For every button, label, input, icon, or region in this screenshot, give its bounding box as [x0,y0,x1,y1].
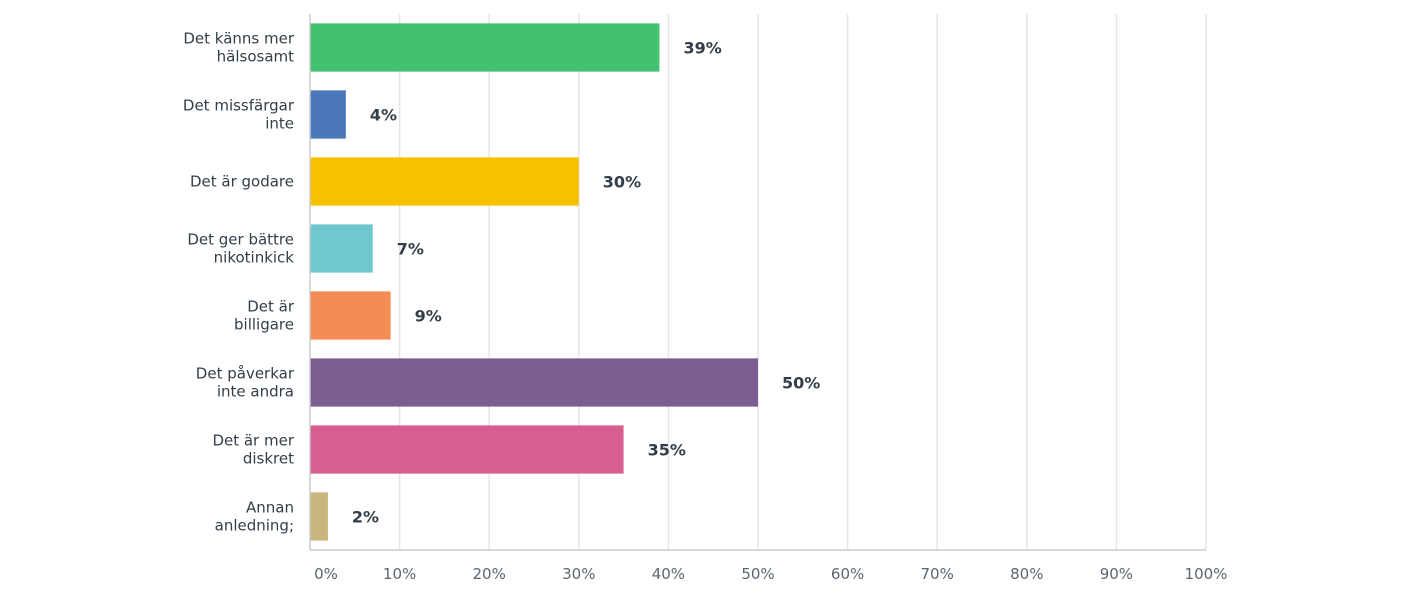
x-tick-label: 100% [1185,565,1228,583]
x-tick-label: 50% [741,565,774,583]
gridlines [398,14,1207,550]
bar [310,425,624,474]
x-tick-label: 80% [1010,565,1043,583]
x-tick-label: 60% [831,565,864,583]
bar [310,492,328,541]
x-tick-labels: 0% 10% 20% 30% 40% 50% 60% 70% 80% 90% 100% [314,565,1227,583]
value-label: 4% [370,106,397,125]
bar [310,358,758,407]
category-label: Det är godare [190,173,294,191]
value-label: 35% [648,441,686,460]
value-label: 9% [415,307,442,326]
bar [310,157,579,206]
x-tick-label: 10% [383,565,416,583]
value-label: 30% [603,173,641,192]
x-tick-label: 30% [562,565,595,583]
bar [310,90,346,139]
value-labels: 39% 4% 30% 7% 9% 50% 35% 2% [352,39,820,527]
value-label: 50% [782,374,820,393]
category-label: Det är mer diskret [212,432,294,468]
bars [310,23,758,541]
category-label: Det ger bättre nikotinkick [187,231,294,267]
x-tick-label: 70% [921,565,954,583]
axes [309,14,1206,551]
category-labels: Det känns mer hälsosamt Det missfärgar inte… [183,30,295,535]
bar [310,291,391,340]
bar [310,23,660,72]
category-label: Det känns mer hälsosamt [183,30,294,66]
x-tick-label: 90% [1100,565,1133,583]
value-label: 7% [397,240,424,259]
category-label: Annan anledning; [215,499,294,535]
category-label: Det är billigare [234,298,295,334]
x-tick-label: 20% [473,565,506,583]
x-tick-label: 40% [652,565,685,583]
category-label: Det missfärgar inte [183,97,295,133]
value-label: 2% [352,508,379,527]
category-label: Det påverkar inte andra [196,365,295,401]
value-label: 39% [683,39,721,58]
bar [310,224,373,273]
x-tick-label: 0% [314,565,338,583]
